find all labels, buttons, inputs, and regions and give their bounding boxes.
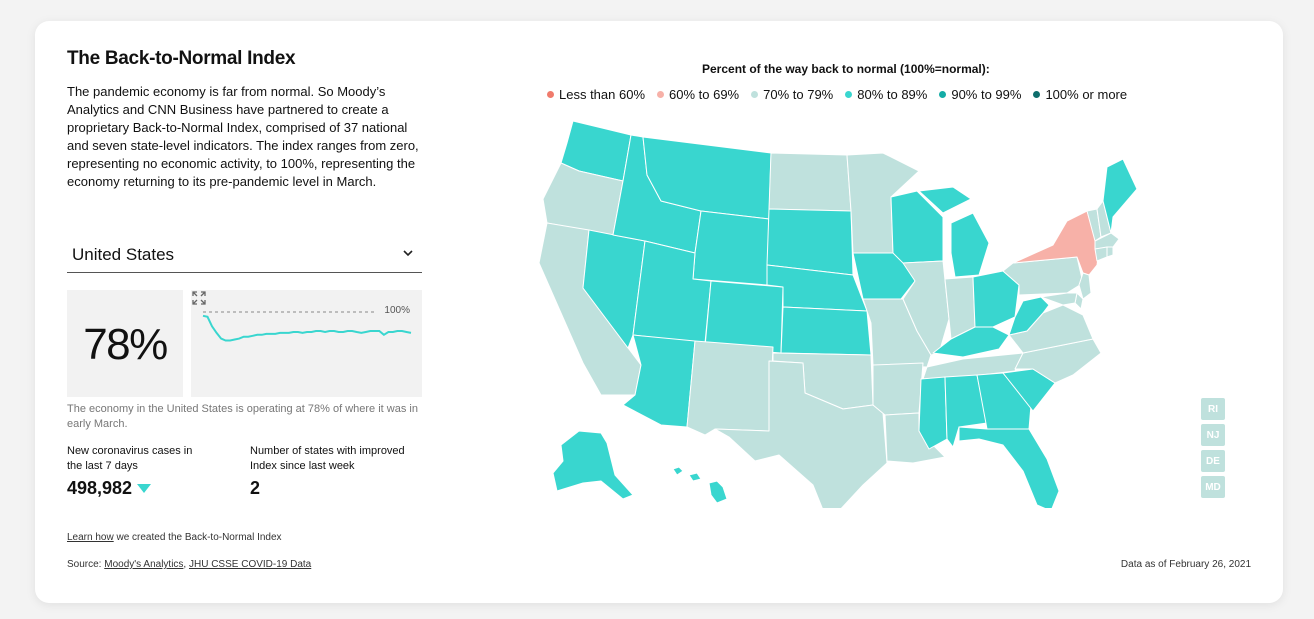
legend-title: Percent of the way back to normal (100%=… xyxy=(702,62,990,76)
state-ME[interactable] xyxy=(1102,158,1138,234)
state-LA[interactable] xyxy=(884,412,946,464)
data-as-of: Data as of February 26, 2021 xyxy=(1120,559,1251,570)
legend-item: 90% to 99% xyxy=(939,85,1021,103)
state-HI[interactable] xyxy=(672,466,728,504)
legend-label: 100% or more xyxy=(1045,86,1128,102)
legend-label: 90% to 99% xyxy=(951,86,1022,102)
learn-how-text: we created the Back-to-Normal Index xyxy=(113,532,282,543)
region-dropdown-label: United States xyxy=(72,245,175,264)
page-title: The Back-to-Normal Index xyxy=(67,48,296,69)
state-TX[interactable] xyxy=(714,360,888,508)
small-state-ri[interactable]: RI xyxy=(1201,398,1225,420)
index-value-box: 78% xyxy=(67,290,183,397)
description: The pandemic economy is far from normal.… xyxy=(67,84,419,189)
state-CT[interactable] xyxy=(1094,246,1108,262)
legend-label: 80% to 89% xyxy=(857,86,928,102)
legend-item: Less than 60% xyxy=(547,85,645,103)
state-AK[interactable] xyxy=(552,430,634,500)
legend-dot xyxy=(845,90,853,98)
index-card: The Back-to-Normal Index The pandemic ec… xyxy=(35,21,1283,603)
index-value: 78% xyxy=(83,320,168,369)
legend-item: 80% to 89% xyxy=(845,85,927,103)
legend-dot xyxy=(657,90,665,98)
source-moodys-link[interactable]: Moody's Analytics xyxy=(104,559,184,570)
legend-dot xyxy=(1033,90,1041,98)
region-dropdown[interactable]: United States xyxy=(67,239,422,273)
sparkline-series xyxy=(202,314,412,342)
sparkline-reference-label: 100% xyxy=(384,305,410,316)
state-AR[interactable] xyxy=(872,362,924,416)
state-GA[interactable] xyxy=(976,372,1032,430)
state-MI-up[interactable] xyxy=(918,186,972,214)
legend-item: 70% to 79% xyxy=(751,85,833,103)
small-state-md[interactable]: MD xyxy=(1201,476,1225,498)
index-caption: The economy in the United States is oper… xyxy=(67,403,418,430)
source-jhu-link[interactable]: JHU CSSE COVID-19 Data xyxy=(188,559,312,570)
expand-icon[interactable] xyxy=(191,290,207,306)
legend-dot xyxy=(751,90,759,98)
state-FL[interactable] xyxy=(958,426,1060,508)
us-state-map xyxy=(538,120,1138,508)
sparkline-box: 100% xyxy=(191,290,422,397)
chevron-down-icon xyxy=(403,250,413,257)
small-state-de[interactable]: DE xyxy=(1201,450,1225,472)
legend-dot xyxy=(939,90,947,98)
legend-label: 70% to 79% xyxy=(763,86,834,102)
state-WV[interactable] xyxy=(1008,296,1050,336)
state-SD[interactable] xyxy=(766,208,854,276)
legend-label: Less than 60% xyxy=(559,86,646,102)
learn-how: Learn how we created the Back-to-Normal … xyxy=(67,532,282,543)
legend-dot xyxy=(547,90,554,98)
legend-item: 100% or more xyxy=(1033,85,1127,103)
state-KY[interactable] xyxy=(932,326,1010,358)
state-RI[interactable] xyxy=(1106,246,1114,258)
new-cases-value: 498,982 xyxy=(67,478,133,498)
improved-states-value: 2 xyxy=(250,478,261,498)
state-MA[interactable] xyxy=(1094,232,1120,250)
state-KS[interactable] xyxy=(780,306,872,356)
source-separator: , xyxy=(183,559,189,570)
state-MD[interactable] xyxy=(1040,292,1078,306)
state-NJ[interactable] xyxy=(1078,272,1092,300)
source-prefix: Source: xyxy=(67,559,105,570)
small-state-nj[interactable]: NJ xyxy=(1201,424,1225,446)
state-NM[interactable] xyxy=(686,340,774,436)
small-states-panel: RI NJ DE MD xyxy=(1201,398,1225,502)
improved-states-label: Number of states with improved Index sin… xyxy=(250,445,405,472)
new-cases-label: New coronavirus cases in the last 7 days xyxy=(67,445,193,472)
legend-item: 60% to 69% xyxy=(657,85,739,103)
state-WY[interactable] xyxy=(692,210,770,286)
state-MS[interactable] xyxy=(918,376,948,450)
trend-down-icon xyxy=(137,484,151,493)
legend: Less than 60% 60% to 69% 70% to 79% 80% … xyxy=(547,85,1127,103)
state-ND[interactable] xyxy=(768,152,852,212)
legend-label: 60% to 69% xyxy=(669,86,740,102)
sparkline xyxy=(202,311,412,342)
learn-how-link[interactable]: Learn how xyxy=(67,532,114,543)
source-line: Source: Moody's Analytics, JHU CSSE COVI… xyxy=(67,559,311,570)
state-MI[interactable] xyxy=(950,212,990,278)
